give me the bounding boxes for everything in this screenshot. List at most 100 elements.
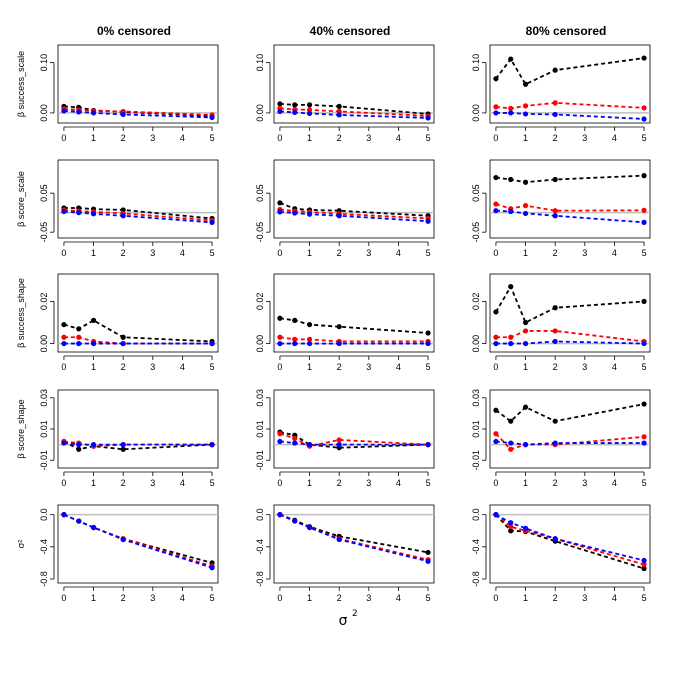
series-red [493, 201, 647, 214]
data-point-black [306, 321, 313, 328]
data-point-black [552, 305, 558, 311]
y-tick-label: 0.03 [255, 389, 265, 407]
x-tick-label: 1 [523, 133, 528, 143]
x-tick-label: 2 [121, 133, 126, 143]
data-point-blue [522, 525, 529, 531]
x-tick-label: 4 [396, 133, 401, 143]
data-point-blue [508, 340, 514, 347]
data-point-blue [641, 340, 647, 347]
plot-frame [273, 159, 435, 239]
data-point-blue [209, 442, 215, 448]
series-line-red [279, 336, 429, 343]
x-tick-label: 0 [493, 133, 498, 143]
data-point-black [493, 407, 499, 413]
x-axis: 0 1 2 3 4 5 [277, 355, 431, 372]
data-point-black [425, 549, 431, 556]
data-point-black [522, 319, 529, 326]
x-axis: 0 1 2 3 4 5 [277, 241, 431, 258]
data-point-black [120, 446, 126, 452]
data-point-black [508, 56, 514, 62]
series-line-black [495, 284, 645, 324]
y-axis: -0.01 0.01 0.03 [255, 389, 271, 470]
data-point-blue [292, 440, 298, 446]
x-tick-label: 4 [180, 362, 185, 372]
series-red [493, 431, 647, 452]
data-point-black [76, 326, 82, 332]
data-point-blue [425, 558, 431, 564]
data-point-black [90, 317, 97, 323]
y-axis: 0.00 0.10 [255, 54, 271, 122]
y-tick-label: -0.8 [39, 571, 49, 587]
series-black [493, 55, 647, 87]
data-point-blue [90, 211, 97, 217]
data-point-blue [61, 208, 67, 215]
data-point-black [76, 446, 82, 452]
data-point-blue [277, 340, 283, 347]
x-tick-label: 3 [582, 478, 587, 488]
series-black [277, 315, 431, 336]
y-tick-label: -0.05 [39, 222, 49, 243]
panel-r0-c1: 0 1 2 3 4 5 0.00 0.10 [255, 44, 435, 143]
x-tick-label: 0 [61, 133, 66, 143]
data-point-black [292, 317, 298, 323]
column-title-1: 40% censored [310, 24, 391, 38]
series-black [277, 512, 431, 556]
data-point-red [292, 336, 298, 342]
data-point-blue [306, 442, 313, 448]
data-point-black [493, 309, 499, 315]
y-tick-label: 0.02 [255, 293, 265, 311]
y-tick-label: 0.02 [39, 293, 49, 311]
x-axis: 0 1 2 3 4 5 [493, 586, 647, 603]
x-tick-label: 5 [426, 362, 431, 372]
x-tick-label: 0 [277, 478, 282, 488]
series-blue [493, 512, 647, 564]
panel-r2-c1: 0 1 2 3 4 5 0.00 0.02 [255, 273, 435, 372]
data-point-red [552, 100, 558, 106]
data-point-blue [76, 210, 82, 216]
x-tick-label: 1 [523, 248, 528, 258]
series-line-red [495, 101, 645, 110]
x-tick-label: 5 [426, 133, 431, 143]
x-tick-label: 3 [150, 133, 155, 143]
x-tick-label: 4 [180, 133, 185, 143]
y-tick-label: 0.05 [471, 184, 481, 202]
x-tick-label: 3 [150, 362, 155, 372]
series-blue [493, 208, 647, 225]
x-tick-label: 0 [61, 478, 66, 488]
panel-r3-c2: 0 1 2 3 4 5 -0.01 0.01 0.03 [471, 389, 651, 488]
panel-r2-c0: 0 1 2 3 4 5 0.00 0.02 β success_shape [16, 273, 219, 372]
y-tick-label: 0.00 [39, 104, 49, 122]
data-point-blue [493, 438, 499, 445]
data-point-black [336, 103, 342, 109]
y-axis: 0.00 0.02 [255, 293, 271, 352]
x-tick-label: 0 [61, 593, 66, 603]
data-point-blue [522, 111, 529, 117]
data-point-blue [277, 438, 283, 445]
data-point-blue [61, 108, 67, 114]
series-black [493, 284, 647, 326]
x-tick-label: 5 [426, 593, 431, 603]
y-axis-label: σ² [16, 540, 26, 549]
y-tick-label: 0.02 [471, 293, 481, 311]
y-tick-label: -0.01 [39, 450, 49, 471]
series-line-blue [495, 112, 645, 120]
column-title-0: 0% censored [97, 24, 171, 38]
data-point-blue [552, 111, 558, 118]
series-red [493, 328, 647, 345]
data-point-red [76, 334, 82, 340]
data-point-black [508, 528, 514, 534]
data-point-blue [209, 219, 215, 225]
data-point-red [552, 208, 558, 214]
x-tick-label: 0 [277, 593, 282, 603]
series-blue [61, 440, 215, 448]
data-point-blue [425, 115, 431, 121]
series-line-red [279, 432, 429, 448]
data-point-black [306, 102, 313, 108]
data-point-red [508, 446, 514, 452]
data-point-red [493, 431, 499, 437]
column-title-2: 80% censored [526, 24, 607, 38]
data-point-blue [61, 440, 67, 446]
data-point-blue [425, 218, 431, 224]
x-tick-label: 0 [277, 248, 282, 258]
panel-r1-c1: 0 1 2 3 4 5 -0.05 0.05 [255, 159, 435, 258]
